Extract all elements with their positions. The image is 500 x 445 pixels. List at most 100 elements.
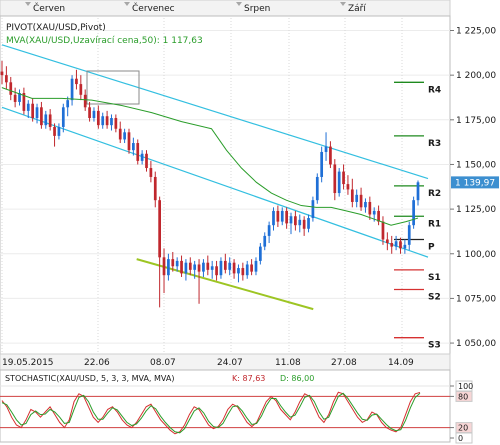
candle-body [88, 107, 91, 119]
date-tick-label: 22.06 [84, 358, 110, 368]
candle-body [44, 114, 48, 126]
month-ruler-bg [0, 0, 451, 17]
candle-body [175, 260, 179, 267]
candle-body [219, 260, 223, 276]
candle-body [0, 71, 4, 76]
month-ruler: Červen Červenec Srpen Září [0, 0, 451, 17]
candle-body [110, 118, 113, 126]
stochastic-tick-box [455, 432, 473, 444]
candle-body [53, 126, 56, 136]
month-marker-icon [340, 2, 346, 6]
candle-body [289, 216, 293, 224]
candle-body [140, 153, 144, 161]
pivot-label-s1: S1 [428, 273, 441, 283]
candle-body [259, 246, 262, 261]
candle-body [315, 176, 319, 201]
candle-body [83, 94, 87, 108]
candle-body [302, 219, 306, 229]
stochastic-reference-lines [0, 385, 450, 429]
candle-body [22, 93, 26, 111]
pivot-label-r4: R4 [428, 85, 441, 95]
candle-body [298, 219, 302, 226]
candle-body [13, 94, 17, 102]
pivot-label-r2: R2 [428, 189, 441, 199]
candle-body [346, 184, 350, 190]
candle-body [276, 210, 280, 222]
stochastic-tick-label: 20 [458, 424, 468, 433]
candle-body [394, 241, 398, 247]
stochastic-d-value: D: 86,00 [280, 374, 314, 383]
candle-body [245, 264, 249, 276]
candle-body [75, 78, 78, 85]
date-tick-label: 24.07 [217, 358, 243, 368]
last-price-value: 1 139,97 [455, 178, 495, 188]
candle-body [263, 235, 267, 247]
candle-body [280, 210, 284, 222]
candle-body [136, 143, 140, 161]
candle-body [294, 216, 297, 226]
stochastic-tick-label: 100 [458, 382, 473, 391]
candle-body [35, 107, 39, 119]
price-tick-label: 1 050,00 [456, 339, 496, 349]
last-price-badge: 1 139,97 [451, 176, 499, 189]
stochastic-d-line [1, 392, 421, 434]
candle-body [105, 116, 109, 126]
candle-body [180, 260, 183, 274]
month-label: Srpen [244, 4, 270, 14]
channel-lower-line [1, 106, 429, 258]
candle-body [324, 146, 328, 152]
channel-upper-line [1, 44, 429, 180]
price-panel: R4 R3 R2 R1 P S1 S2 S3 PIVOT(XAU/USD,Pivot) MVA… [0, 15, 499, 442]
candle-body [193, 264, 197, 270]
candle-body [368, 201, 372, 215]
month-label: Červen [33, 2, 65, 14]
stochastic-header: STOCHASTIC(XAU/USD, 5, 3, 3, MVA, MVA) K… [5, 374, 314, 383]
candle-body [184, 262, 188, 274]
candle-body [9, 82, 13, 95]
candle-body [311, 200, 315, 219]
candle-body [333, 164, 337, 194]
candle-body [202, 262, 205, 272]
price-tick-label: 1 225,00 [456, 27, 496, 37]
pivot-label-r3: R3 [428, 139, 441, 149]
stochastic-tick-label: 0 [458, 434, 463, 443]
price-tick-label: 1 125,00 [456, 205, 496, 215]
candle-body [342, 171, 345, 185]
candle-body [350, 189, 354, 202]
pivot-label-s3: S3 [428, 341, 441, 351]
date-tick-label: 14.09 [388, 358, 414, 368]
candle-body [48, 114, 52, 127]
candle-body [381, 221, 385, 240]
candle-body [377, 210, 380, 222]
date-tick-label: 19.05.2015 [2, 358, 54, 368]
pivot-label-p: P [428, 242, 435, 252]
price-axis: 1 225,00 1 200,00 1 175,00 1 150,00 1 125,00… [450, 27, 496, 349]
candle-body [18, 93, 21, 102]
month-marker-icon [124, 2, 130, 6]
candle-body [272, 210, 275, 226]
candle-body [61, 107, 65, 127]
candle-body [153, 176, 157, 201]
date-axis: 19.05.2015 22.06 08.07 24.07 11.08 27.08 14.09 [0, 353, 451, 371]
candle-body [223, 260, 227, 270]
candle-body [26, 103, 30, 111]
stochastic-k-value: K: 87,63 [232, 374, 265, 383]
candle-body [92, 110, 96, 119]
candle-body [399, 241, 402, 249]
candle-body [250, 264, 253, 272]
candle-body [145, 153, 148, 169]
candle-body [167, 259, 170, 276]
price-tick-label: 1 175,00 [456, 116, 496, 126]
support-trendline [136, 258, 314, 311]
mva-indicator-label: MVA(XAU/USD,Uzavírací cena,50): 1 117,63 [6, 36, 203, 46]
price-panel-frame [0, 15, 451, 355]
candle-body [149, 168, 153, 177]
candle-body [385, 239, 389, 244]
stochastic-label: STOCHASTIC(XAU/USD, 5, 3, 3, MVA, MVA) [5, 374, 174, 383]
candle-body [114, 118, 118, 129]
last-price-badge-bg [451, 176, 499, 189]
candle-body [79, 84, 83, 95]
candle-body [285, 210, 288, 224]
